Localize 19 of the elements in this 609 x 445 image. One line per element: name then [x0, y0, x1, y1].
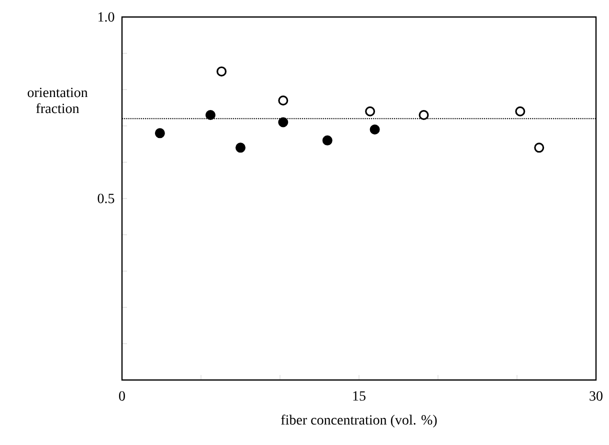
point: [322, 135, 332, 146]
point: [278, 95, 288, 106]
y-tick-label: 1.0: [98, 12, 114, 22]
point: [205, 110, 216, 120]
y-axis-title: orientation fraction: [28, 88, 88, 114]
point: [154, 128, 165, 138]
point: [534, 142, 544, 153]
point: [365, 106, 376, 116]
point: [216, 66, 227, 76]
point: [418, 110, 429, 120]
point: [236, 142, 246, 153]
point: [278, 117, 288, 128]
y-tick-label: 0.5: [98, 194, 114, 204]
x-tick-label: 15: [353, 391, 366, 401]
x-axis-title: fiber concentration (vol. %): [281, 414, 437, 428]
point: [370, 124, 380, 135]
x-tick-label: 30: [590, 391, 602, 401]
x-tick-label: 0: [119, 391, 125, 401]
point: [515, 106, 526, 116]
